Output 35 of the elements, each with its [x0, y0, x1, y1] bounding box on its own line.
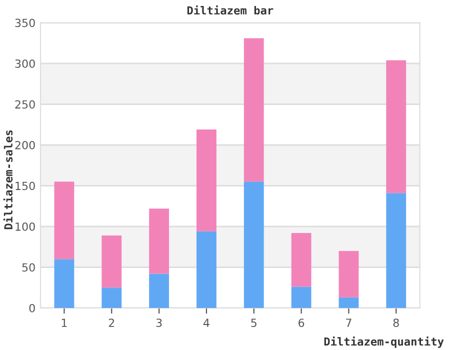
- y-tick-label: 150: [16, 182, 35, 190]
- y-tick-label: 100: [16, 222, 35, 231]
- bar: [54, 182, 74, 260]
- x-axis-title: Diltiazem-quantity: [324, 336, 444, 348]
- x-tick-label: 4: [203, 318, 210, 327]
- y-tick-label: 300: [15, 59, 35, 68]
- bar: [338, 297, 359, 308]
- bar: [149, 208, 170, 274]
- bar: [291, 233, 312, 287]
- bar: [54, 259, 74, 308]
- x-tick-label: 1: [62, 318, 67, 327]
- bar: [149, 274, 170, 308]
- bar: [244, 182, 264, 308]
- x-tick-label: 2: [108, 318, 114, 327]
- x-tick-label: 7: [346, 318, 352, 327]
- bar: [196, 231, 216, 308]
- x-tick-label: 3: [156, 318, 162, 328]
- bar: [386, 60, 406, 194]
- bar: [102, 235, 122, 288]
- x-tick-label: 6: [298, 318, 304, 328]
- y-tick-label: 250: [15, 100, 35, 109]
- y-tick-label: 350: [15, 18, 35, 28]
- bar: [338, 250, 359, 298]
- chart-title: Diltiazem bar: [187, 5, 274, 15]
- bar: [196, 130, 216, 232]
- bar: [291, 286, 312, 308]
- x-tick-label: 8: [393, 318, 399, 328]
- bar: [102, 288, 122, 308]
- bar: [386, 193, 406, 308]
- bar: [244, 38, 264, 182]
- x-tick-label: 5: [251, 318, 256, 328]
- y-axis-title: Diltiazem-sales: [3, 130, 13, 230]
- y-tick-label: 200: [15, 140, 35, 150]
- y-tick-label: 0: [29, 304, 35, 312]
- y-tick-label: 50: [22, 263, 35, 272]
